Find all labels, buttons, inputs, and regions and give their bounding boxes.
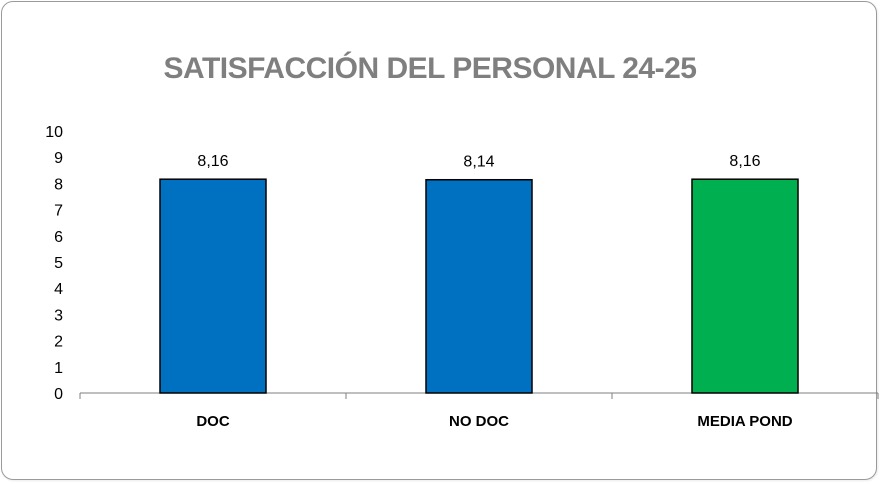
data-label: 8,16 xyxy=(729,153,760,170)
y-tick-label: 0 xyxy=(54,386,63,403)
y-tick-label: 10 xyxy=(45,124,63,141)
bars xyxy=(159,178,799,394)
y-tick-label: 9 xyxy=(54,150,63,167)
bar xyxy=(425,178,533,394)
bar xyxy=(691,178,799,394)
y-tick-label: 8 xyxy=(54,176,63,193)
category-label: MEDIA POND xyxy=(697,413,792,430)
bar xyxy=(159,178,267,394)
y-tick-label: 2 xyxy=(54,334,63,351)
x-axis xyxy=(79,392,879,399)
y-tick-label: 7 xyxy=(54,203,63,220)
y-tick-label: 6 xyxy=(54,229,63,246)
category-label: DOC xyxy=(196,413,230,430)
y-axis: 0 1 2 3 4 5 6 7 8 9 10 xyxy=(45,124,63,403)
data-labels: 8,16 8,14 8,16 xyxy=(197,153,760,171)
y-tick-label: 3 xyxy=(54,307,63,324)
y-tick-label: 4 xyxy=(54,281,63,298)
y-tick-label: 5 xyxy=(54,255,63,272)
y-tick-label: 1 xyxy=(54,360,63,377)
data-label: 8,16 xyxy=(197,153,228,170)
category-label: NO DOC xyxy=(449,413,509,430)
chart-title: SATISFACCIÓN DEL PERSONAL 24-25 xyxy=(163,52,697,85)
category-labels: DOC NO DOC MEDIA POND xyxy=(196,413,792,430)
data-label: 8,14 xyxy=(463,154,494,171)
